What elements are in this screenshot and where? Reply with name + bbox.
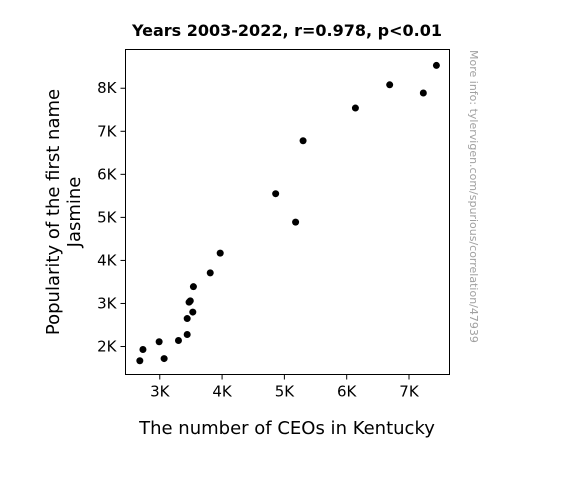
data-point (216, 249, 224, 257)
plot-area (125, 49, 450, 375)
data-point (419, 89, 427, 97)
y-tick-label: 4K (97, 251, 118, 269)
data-point (183, 315, 191, 323)
y-axis-label: Popularity of the first name Jasmine (43, 89, 85, 335)
data-point (432, 61, 440, 69)
y-tick-label: 6K (97, 165, 118, 183)
data-point (351, 104, 359, 112)
x-axis-ticks: 3K 4K 5K 6K 7K (150, 374, 420, 401)
y-tick-label: 5K (97, 208, 118, 226)
data-point (189, 308, 197, 316)
x-tick-label: 5K (275, 383, 296, 401)
y-tick-label: 8K (97, 79, 118, 97)
source-watermark: More info: tylervigen.com/spurious/corre… (467, 50, 480, 343)
data-point (272, 190, 280, 198)
data-point (139, 346, 147, 354)
x-tick-label: 3K (150, 383, 171, 401)
data-point (155, 338, 163, 346)
y-tick-label: 3K (97, 294, 118, 312)
data-point (174, 336, 182, 344)
data-point (206, 269, 214, 277)
data-points (136, 61, 440, 365)
y-axis-label-line1: Popularity of the first name (43, 89, 64, 335)
y-axis-label-line2: Jasmine (64, 177, 85, 249)
chart-title: Years 2003-2022, r=0.978, p<0.01 (131, 21, 442, 40)
y-tick-label: 2K (97, 338, 118, 356)
data-point (136, 357, 144, 365)
x-tick-label: 6K (337, 383, 358, 401)
data-point (160, 355, 168, 363)
y-tick-label: 7K (97, 122, 118, 140)
data-point (299, 137, 307, 145)
data-point (183, 330, 191, 338)
x-tick-label: 7K (399, 383, 420, 401)
data-point (292, 218, 300, 226)
x-axis-label: The number of CEOs in Kentucky (138, 418, 435, 439)
y-axis-ticks: 2K 3K 4K 5K 6K 7K 8K (97, 79, 126, 356)
data-point (186, 297, 194, 305)
x-tick-label: 4K (212, 383, 233, 401)
data-point (189, 283, 197, 291)
data-point (386, 81, 394, 89)
